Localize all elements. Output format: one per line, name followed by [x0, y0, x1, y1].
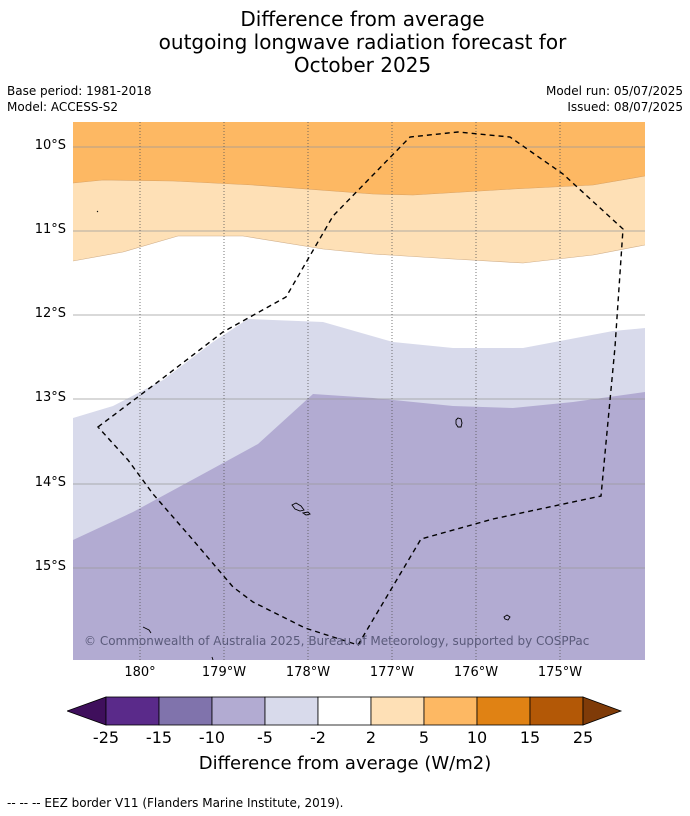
- colorbar-segment: [370, 696, 425, 726]
- colorbar-tick: -15: [145, 728, 173, 747]
- eez-border: [96, 131, 624, 646]
- island-center-small: [301, 511, 311, 516]
- lat-label-13s: 13°S: [34, 390, 66, 405]
- colorbar-segment: [423, 696, 478, 726]
- chart-title: Difference from average outgoing longwav…: [0, 8, 690, 77]
- colorbar-segment: [264, 696, 319, 726]
- latitude-gridlines: [73, 146, 645, 569]
- colorbar-tick: -2: [310, 728, 326, 747]
- colorbar-segment: [317, 696, 372, 726]
- colorbar-tick: -25: [92, 728, 120, 747]
- model-name: Model: ACCESS-S2: [7, 100, 119, 114]
- lat-label-14s: 14°S: [34, 475, 66, 490]
- title-line-3: October 2025: [293, 53, 432, 77]
- colorbar-tick: 10: [466, 728, 488, 747]
- meta-left: Base period: 1981-2018 Model: ACCESS-S2: [7, 83, 152, 115]
- title-line-2: outgoing longwave radiation forecast for: [158, 30, 567, 54]
- colorbar-tick: -5: [257, 728, 273, 747]
- colorbar-segment: [158, 696, 213, 726]
- colorbar: [67, 696, 623, 726]
- island-outlines: [96, 210, 511, 660]
- lon-label-179w: 179°W: [201, 665, 247, 680]
- colorbar-segment: [105, 696, 160, 726]
- colorbar-segment: [529, 696, 584, 726]
- lon-label-176w: 176°W: [453, 665, 499, 680]
- model-run: Model run: 05/07/2025: [545, 84, 683, 98]
- band-2-to-5: [73, 176, 645, 263]
- colorbar-tick: 15: [519, 728, 541, 747]
- lon-label-178w: 178°W: [285, 665, 331, 680]
- colorbar-segment: [476, 696, 531, 726]
- band-5-to-10: [73, 122, 645, 195]
- copyright-text: © Commonwealth of Australia 2025, Bureau…: [84, 634, 589, 648]
- colorbar-extend-low: [67, 696, 107, 726]
- lon-label-175w: 175°W: [537, 665, 583, 680]
- island-southwest: [142, 626, 152, 634]
- island-north: [96, 210, 99, 213]
- lon-label-180: 180°: [124, 665, 156, 680]
- lon-label-177w: 177°W: [369, 665, 415, 680]
- colorbar-tick: 2: [365, 728, 377, 747]
- island-east: [455, 417, 463, 428]
- colorbar-label: Difference from average (W/m2): [198, 753, 492, 774]
- colorbar-segment: [211, 696, 266, 726]
- island-center: [291, 502, 305, 512]
- meta-right: Model run: 05/07/2025 Issued: 08/07/2025: [546, 83, 683, 115]
- colorbar-extend-high: [582, 696, 623, 726]
- island-southeast: [503, 614, 511, 621]
- map-panel: © Commonwealth of Australia 2025, Bureau…: [73, 122, 645, 660]
- base-period: Base period: 1981-2018: [7, 84, 152, 98]
- lat-label-11s: 11°S: [34, 222, 66, 237]
- colorbar-tick: 5: [418, 728, 430, 747]
- colorbar-tick: -10: [198, 728, 226, 747]
- band-minus5-to-minus10: [73, 392, 645, 660]
- lat-label-10s: 10°S: [34, 138, 66, 153]
- issued-date: Issued: 08/07/2025: [567, 100, 683, 114]
- lat-label-12s: 12°S: [34, 306, 66, 321]
- eez-footnote: -- -- -- EEZ border V11 (Flanders Marine…: [7, 796, 344, 810]
- island-bottom: [211, 656, 214, 660]
- colorbar-tick: 25: [572, 728, 594, 747]
- lat-label-15s: 15°S: [34, 559, 66, 574]
- title-line-1: Difference from average: [240, 7, 485, 31]
